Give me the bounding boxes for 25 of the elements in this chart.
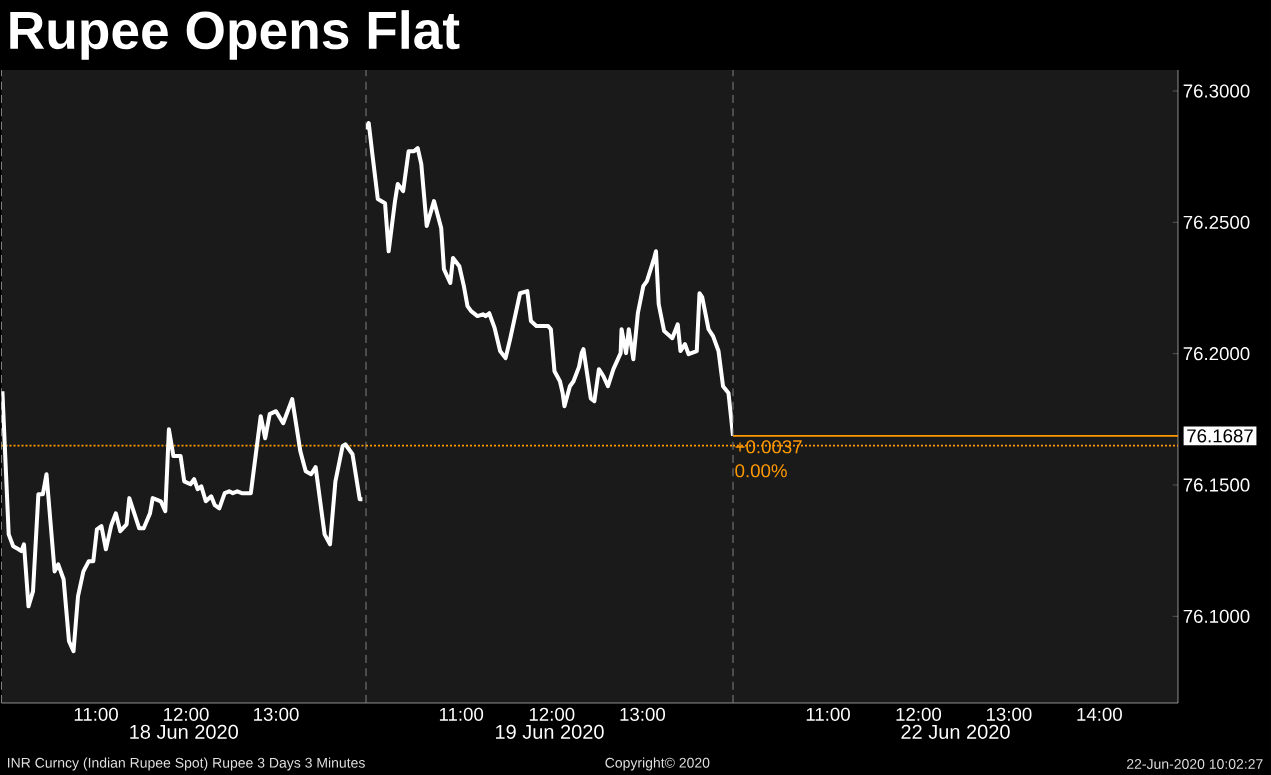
text: 22-Jun-2020 10:02:27 — [1127, 759, 1263, 769]
text: INR Curncy (Indian Rupee Spot) Rupee 3 Days 3 Minutes — [8, 757, 365, 771]
x-tick-label: 12:00 — [896, 707, 942, 721]
x-axis-title: 19 Jun 2020 — [495, 724, 604, 739]
x-tick-label: 13:00 — [254, 707, 299, 721]
x-axis-title: 22 Jun 2020 — [901, 724, 1010, 739]
y-tick-label: 76.2500 — [1183, 215, 1250, 229]
x-tick-label: 11:00 — [74, 707, 118, 721]
x-tick-label: 13:00 — [620, 707, 666, 721]
x-axis-title: 18 Jun 2020 — [130, 724, 238, 739]
x-tick-label: 12:00 — [164, 707, 209, 721]
text: Copyright© 2020 — [605, 757, 710, 771]
x-tick-label: 14:00 — [1077, 707, 1122, 721]
annotation: +0.0037 — [735, 440, 802, 454]
y-tick-label: 76.1000 — [1183, 609, 1250, 623]
chart-title: Rupee Opens Flat — [10, 10, 460, 60]
x-tick-label: 12:00 — [529, 707, 575, 721]
y-tick-label: 76.3000 — [1183, 84, 1250, 98]
ref-line-label: 76.1687 — [1187, 429, 1253, 443]
x-tick-label: 13:00 — [986, 707, 1032, 721]
x-tick-label: 11:00 — [806, 707, 850, 721]
x-tick-label: 11:00 — [439, 707, 484, 721]
y-tick-label: 76.1500 — [1183, 478, 1250, 492]
y-tick-label: 76.2000 — [1183, 347, 1250, 361]
annotation: 0.00% — [735, 464, 787, 478]
